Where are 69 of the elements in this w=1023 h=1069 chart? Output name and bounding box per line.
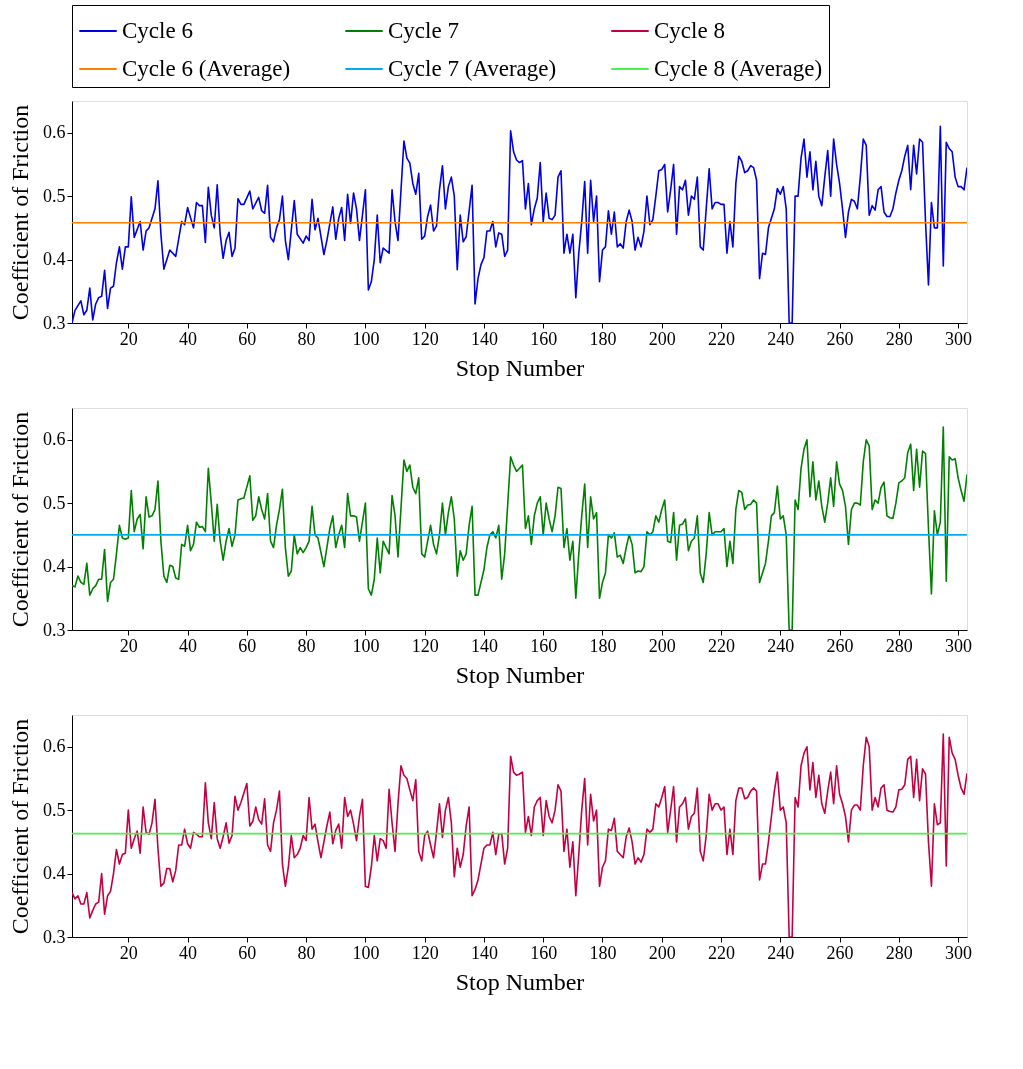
x-tick-label: 240 <box>767 328 795 349</box>
x-axis-title: Stop Number <box>455 661 585 688</box>
x-tick-label: 200 <box>648 328 676 349</box>
x-tick-label: 160 <box>530 942 558 963</box>
x-tick-label: 220 <box>708 635 736 656</box>
x-tick-label: 80 <box>297 942 316 963</box>
x-tick-label: 40 <box>179 942 198 963</box>
y-tick-label: 0.5 <box>43 799 66 820</box>
legend-label: Cycle 7 (Average) <box>388 56 557 81</box>
x-tick-label: 240 <box>767 635 795 656</box>
x-tick-label: 100 <box>352 328 380 349</box>
x-tick-label: 220 <box>708 942 736 963</box>
x-tick-label: 80 <box>297 328 316 349</box>
y-tick-label: 0.6 <box>43 429 66 450</box>
x-tick-label: 200 <box>648 635 676 656</box>
legend-label: Cycle 6 <box>122 18 193 43</box>
x-tick-label: 280 <box>885 942 913 963</box>
x-tick-label: 20 <box>119 942 138 963</box>
x-tick-label: 280 <box>885 635 913 656</box>
x-tick-label: 240 <box>767 942 795 963</box>
y-tick-label: 0.3 <box>43 619 66 640</box>
x-tick-label: 140 <box>470 942 498 963</box>
x-tick-label: 60 <box>238 635 257 656</box>
x-tick-label: 40 <box>179 328 198 349</box>
x-tick-label: 60 <box>238 328 257 349</box>
x-tick-label: 260 <box>826 328 854 349</box>
y-axis-title: Coefficient of Friction <box>7 104 33 321</box>
y-tick-label: 0.6 <box>43 736 66 757</box>
x-tick-label: 300 <box>945 942 973 963</box>
x-tick-label: 180 <box>589 942 617 963</box>
legend-label: Cycle 8 (Average) <box>654 56 823 81</box>
y-tick-label: 0.4 <box>43 556 66 577</box>
x-tick-label: 120 <box>411 328 439 349</box>
x-axis-title: Stop Number <box>455 968 585 995</box>
x-tick-label: 80 <box>297 635 316 656</box>
x-tick-label: 260 <box>826 942 854 963</box>
x-tick-label: 120 <box>411 635 439 656</box>
y-axis-title: Coefficient of Friction <box>7 411 33 628</box>
x-tick-label: 40 <box>179 635 198 656</box>
x-tick-label: 20 <box>119 328 138 349</box>
x-tick-label: 160 <box>530 635 558 656</box>
x-tick-label: 100 <box>352 635 380 656</box>
y-tick-label: 0.5 <box>43 492 66 513</box>
x-tick-label: 200 <box>648 942 676 963</box>
y-tick-label: 0.4 <box>43 249 66 270</box>
x-tick-label: 140 <box>470 635 498 656</box>
legend-label: Cycle 8 <box>654 18 725 43</box>
legend-label: Cycle 6 (Average) <box>122 56 291 81</box>
y-tick-label: 0.5 <box>43 185 66 206</box>
y-tick-label: 0.6 <box>43 122 66 143</box>
x-tick-label: 180 <box>589 635 617 656</box>
x-tick-label: 180 <box>589 328 617 349</box>
y-axis-title: Coefficient of Friction <box>7 718 33 935</box>
x-tick-label: 300 <box>945 328 973 349</box>
x-tick-label: 160 <box>530 328 558 349</box>
x-tick-label: 20 <box>119 635 138 656</box>
x-tick-label: 120 <box>411 942 439 963</box>
legend-label: Cycle 7 <box>388 18 459 43</box>
x-tick-label: 140 <box>470 328 498 349</box>
x-tick-label: 220 <box>708 328 736 349</box>
y-tick-label: 0.4 <box>43 863 66 884</box>
x-tick-label: 260 <box>826 635 854 656</box>
x-axis-title: Stop Number <box>455 354 585 381</box>
y-tick-label: 0.3 <box>43 312 66 333</box>
x-tick-label: 60 <box>238 942 257 963</box>
x-tick-label: 100 <box>352 942 380 963</box>
x-tick-label: 300 <box>945 635 973 656</box>
y-tick-label: 0.3 <box>43 926 66 947</box>
x-tick-label: 280 <box>885 328 913 349</box>
